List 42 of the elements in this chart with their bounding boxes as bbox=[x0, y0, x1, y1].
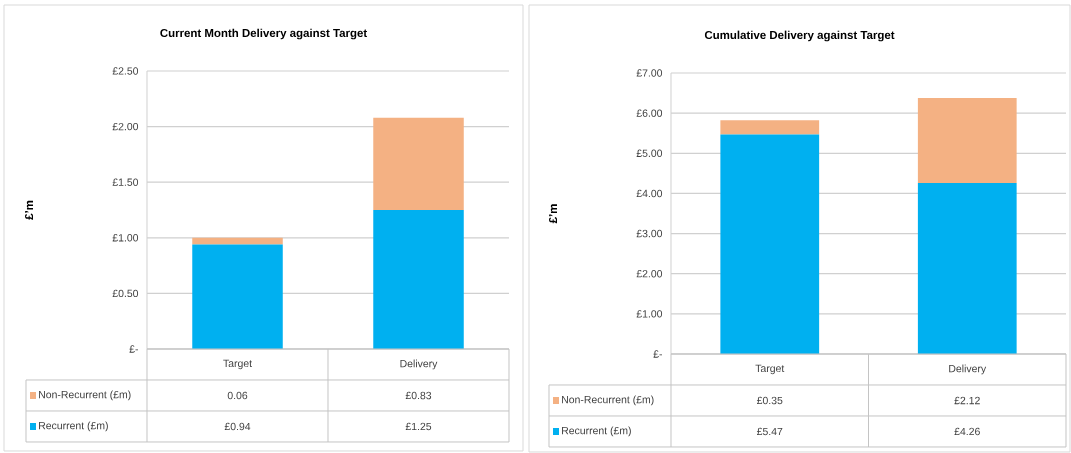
y-tick-label: £1.00 bbox=[112, 234, 139, 242]
y-tick-label: £1.00 bbox=[636, 310, 663, 318]
legend-label: Non-Recurrent (£m) bbox=[39, 390, 131, 401]
data-label: £0.83 bbox=[405, 391, 432, 400]
y-tick-label: £2.00 bbox=[112, 122, 139, 131]
y-tick-label: £2.50 bbox=[112, 67, 139, 75]
y-tick-label: £6.00 bbox=[636, 109, 663, 117]
bar bbox=[373, 117, 464, 210]
y-tick-label: £2.00 bbox=[636, 270, 663, 278]
y-tick-label: £0.50 bbox=[112, 289, 139, 298]
y-tick-label: £5.00 bbox=[636, 149, 663, 157]
y-tick-label: £3.00 bbox=[636, 229, 663, 238]
bar bbox=[720, 120, 820, 135]
y-tick-label: £7.00 bbox=[636, 69, 663, 77]
legend-label: Recurrent (£m) bbox=[562, 426, 631, 437]
data-label: £0.35 bbox=[756, 396, 783, 405]
bar bbox=[192, 237, 283, 245]
y-axis-title: £’m bbox=[549, 204, 558, 224]
legend-label: Recurrent (£m) bbox=[39, 421, 108, 432]
bar bbox=[917, 97, 1017, 183]
bar bbox=[373, 209, 464, 349]
y-axis-title: £’m bbox=[25, 200, 34, 220]
data-label: 0.06 bbox=[227, 391, 248, 400]
data-label: £0.94 bbox=[224, 422, 251, 431]
chart-title: Current Month Delivery against Target bbox=[160, 28, 368, 40]
y-tick-label: £4.00 bbox=[636, 189, 663, 198]
chart-title: Cumulative Delivery against Target bbox=[704, 30, 895, 42]
legend-label: Non-Recurrent (£m) bbox=[562, 395, 654, 406]
x-tick-label: Delivery bbox=[949, 364, 987, 375]
x-tick-label: Delivery bbox=[400, 359, 438, 370]
y-tick-label: £1.50 bbox=[112, 178, 139, 186]
y-tick-label: £- bbox=[129, 345, 139, 353]
data-label: £1.25 bbox=[405, 422, 432, 431]
y-tick-label: £- bbox=[653, 350, 663, 358]
bar bbox=[192, 244, 283, 349]
data-label: £2.12 bbox=[954, 396, 980, 405]
bar bbox=[720, 134, 820, 354]
x-tick-label: Target bbox=[755, 364, 785, 375]
data-label: £5.47 bbox=[756, 427, 783, 436]
bar bbox=[917, 182, 1017, 354]
x-tick-label: Target bbox=[223, 359, 252, 370]
data-label: £4.26 bbox=[954, 427, 980, 436]
